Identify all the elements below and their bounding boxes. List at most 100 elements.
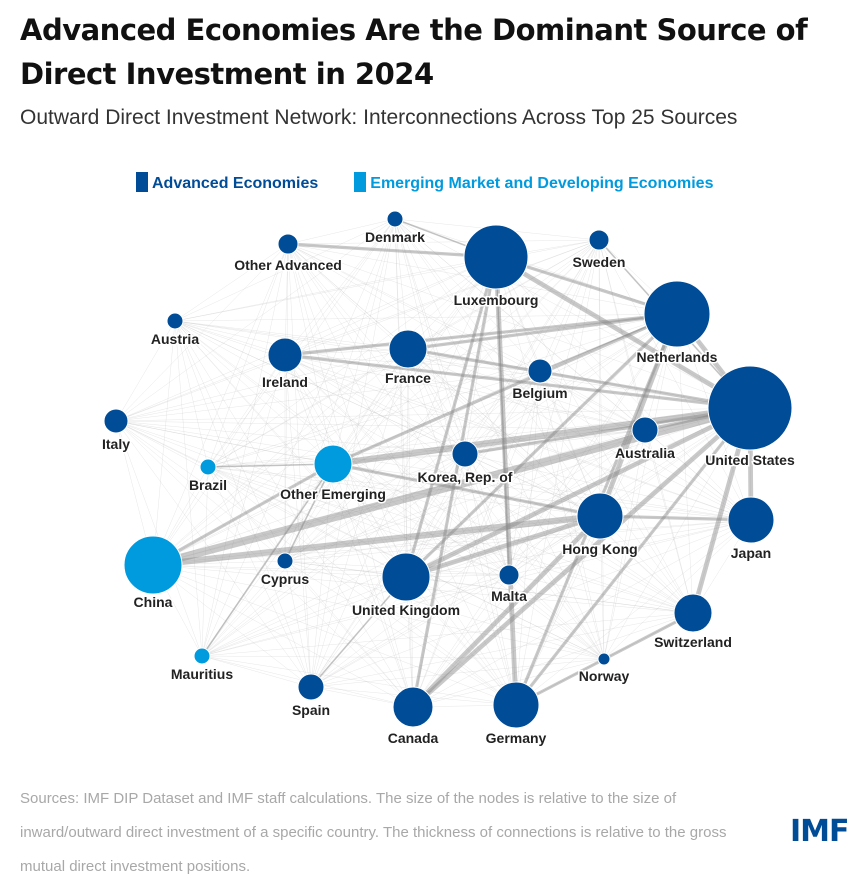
node-luxembourg[interactable]: Luxembourg xyxy=(452,224,540,310)
edge-faint xyxy=(287,243,752,521)
edge-faint xyxy=(174,218,396,322)
node-mauritius[interactable]: Mauritius xyxy=(169,647,235,684)
node-ireland[interactable]: Ireland xyxy=(261,337,309,392)
node-denmark[interactable]: Denmark xyxy=(364,210,427,247)
node-other-advanced[interactable]: Other Advanced xyxy=(233,233,343,275)
node-brazil[interactable]: Brazil xyxy=(187,458,229,495)
edge-faint xyxy=(287,218,396,245)
node-other-emerging[interactable]: Other Emerging xyxy=(279,444,387,504)
node-circle[interactable] xyxy=(597,652,611,666)
edge-faint xyxy=(412,239,600,708)
node-circle[interactable] xyxy=(727,496,775,544)
edge-faint xyxy=(174,320,694,614)
node-japan[interactable]: Japan xyxy=(727,496,775,563)
edge-faint xyxy=(508,313,678,576)
node-china[interactable]: China xyxy=(123,535,183,612)
node-circle[interactable] xyxy=(313,444,353,484)
edge-faint xyxy=(412,519,752,708)
node-circle[interactable] xyxy=(527,358,553,384)
edge-faint xyxy=(284,348,409,356)
node-switzerland[interactable]: Switzerland xyxy=(653,593,733,652)
node-label: Spain xyxy=(292,702,330,718)
edge-faint xyxy=(152,313,678,566)
edge-faint xyxy=(201,218,396,657)
node-spain[interactable]: Spain xyxy=(290,673,332,720)
node-circle[interactable] xyxy=(451,440,479,468)
node-belgium[interactable]: Belgium xyxy=(511,358,569,403)
edge-malta-luxembourg xyxy=(495,256,510,576)
edge-faint xyxy=(495,256,646,431)
node-circle[interactable] xyxy=(386,210,404,228)
node-hong-kong[interactable]: Hong Kong xyxy=(561,492,639,559)
node-sweden[interactable]: Sweden xyxy=(571,229,627,272)
edge-faint xyxy=(284,560,312,688)
edge-faint xyxy=(332,239,600,465)
node-circle[interactable] xyxy=(297,673,325,701)
node-circle[interactable] xyxy=(463,224,529,290)
node-norway[interactable]: Norway xyxy=(577,652,631,686)
node-circle[interactable] xyxy=(498,564,520,586)
edge-faint xyxy=(508,574,694,614)
edge-faint xyxy=(464,429,646,455)
edge-faint xyxy=(405,407,751,578)
edge-faint xyxy=(599,515,752,521)
edge-faint xyxy=(284,453,466,562)
node-label: Switzerland xyxy=(654,634,732,650)
node-circle[interactable] xyxy=(123,535,183,595)
edge-faint xyxy=(174,320,605,660)
node-label: Denmark xyxy=(365,229,425,245)
node-circle[interactable] xyxy=(166,312,184,330)
node-circle[interactable] xyxy=(199,458,217,476)
node-circle[interactable] xyxy=(277,233,299,255)
node-circle[interactable] xyxy=(673,593,713,633)
edge-faint xyxy=(407,348,694,614)
node-united-states[interactable]: United States xyxy=(704,365,796,470)
node-label: France xyxy=(385,370,431,386)
node-circle[interactable] xyxy=(103,408,129,434)
edge-faint xyxy=(310,612,694,688)
node-circle[interactable] xyxy=(267,337,303,373)
edge-faint xyxy=(310,519,752,688)
edge-faint xyxy=(284,370,541,562)
node-circle[interactable] xyxy=(643,280,711,348)
edge-faint xyxy=(115,320,176,422)
node-label: Other Advanced xyxy=(234,257,342,273)
edge-faint xyxy=(174,320,409,350)
node-germany[interactable]: Germany xyxy=(484,681,548,748)
node-circle[interactable] xyxy=(631,416,659,444)
node-korea-rep-of[interactable]: Korea, Rep. of xyxy=(416,440,514,487)
edge-canada-luxembourg xyxy=(411,256,498,708)
edge-faint xyxy=(405,576,517,706)
node-united-kingdom[interactable]: United Kingdom xyxy=(350,552,462,620)
node-cyprus[interactable]: Cyprus xyxy=(259,552,311,589)
node-australia[interactable]: Australia xyxy=(614,416,677,463)
edge-faint xyxy=(284,354,605,660)
node-austria[interactable]: Austria xyxy=(149,312,201,349)
edge-faint xyxy=(284,560,517,706)
node-label: Australia xyxy=(615,445,675,461)
node-label: United States xyxy=(705,452,795,468)
edge-mauritius-other-emerging xyxy=(201,463,334,657)
node-italy[interactable]: Italy xyxy=(100,408,132,454)
node-circle[interactable] xyxy=(492,681,540,729)
node-france[interactable]: France xyxy=(384,329,433,388)
edge-faint xyxy=(310,574,510,688)
node-circle[interactable] xyxy=(381,552,431,602)
node-circle[interactable] xyxy=(276,552,294,570)
edge-faint xyxy=(464,453,752,521)
node-circle[interactable] xyxy=(193,647,211,665)
node-circle[interactable] xyxy=(388,329,428,369)
edge-faint xyxy=(407,348,466,455)
node-circle[interactable] xyxy=(588,229,610,251)
edge-faint xyxy=(284,354,510,576)
edge-faint xyxy=(539,370,605,660)
node-netherlands[interactable]: Netherlands xyxy=(635,280,719,367)
node-malta[interactable]: Malta xyxy=(490,564,529,606)
edge-faint xyxy=(152,463,334,566)
node-canada[interactable]: Canada xyxy=(386,686,440,748)
node-circle[interactable] xyxy=(707,365,793,451)
node-circle[interactable] xyxy=(576,492,624,540)
edge-faint xyxy=(287,239,600,245)
edge-faint xyxy=(394,218,751,409)
node-circle[interactable] xyxy=(392,686,434,728)
